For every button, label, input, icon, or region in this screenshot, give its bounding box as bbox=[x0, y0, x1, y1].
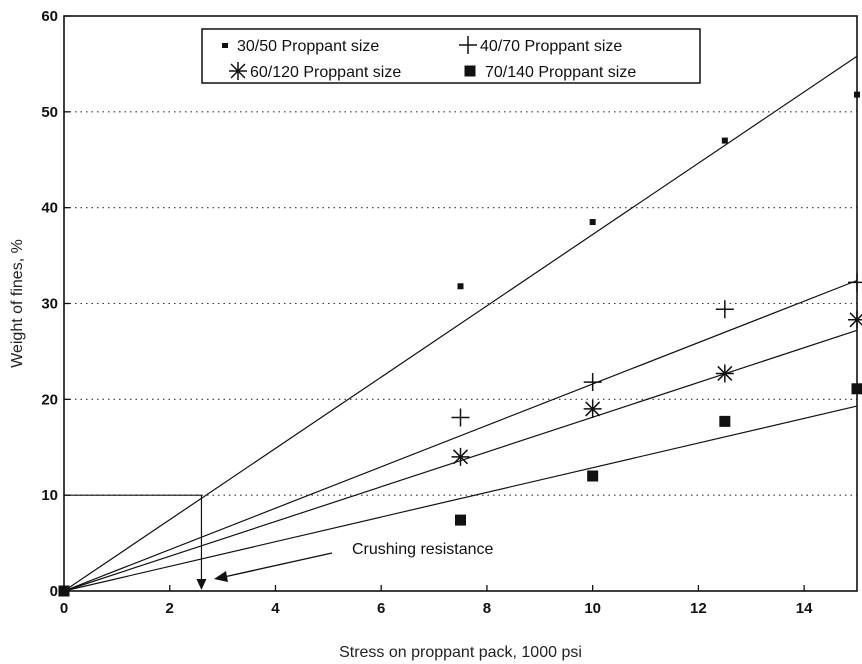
y-axis-label: Weight of fines, % bbox=[9, 239, 26, 368]
x-tick-label-10: 10 bbox=[584, 600, 601, 617]
point-60-120-2 bbox=[583, 399, 602, 418]
point-40-70-1 bbox=[451, 408, 470, 427]
point-30-50-3-shape bbox=[721, 137, 728, 144]
legend-marker-70-140-shape bbox=[464, 65, 476, 77]
legend-label-30-50: 30/50 Proppant size bbox=[237, 38, 379, 55]
point-40-70-4 bbox=[848, 273, 862, 292]
point-60-120-3 bbox=[715, 364, 734, 383]
legend-label-40-70: 40/70 Proppant size bbox=[480, 38, 622, 55]
point-70-140-2-shape bbox=[587, 470, 599, 482]
trend-line-40-70 bbox=[63, 279, 858, 592]
point-40-70-3 bbox=[715, 300, 734, 319]
legend: 30/50 Proppant size 40/70 Proppant size 60… bbox=[201, 28, 701, 84]
crushing-guide bbox=[64, 494, 207, 590]
x-tick-label-8: 8 bbox=[483, 600, 491, 617]
legend-box bbox=[201, 28, 701, 84]
point-60-120-2-d2 bbox=[585, 401, 601, 417]
point-60-120-1 bbox=[451, 447, 470, 466]
point-60-120-3-d2 bbox=[717, 365, 733, 381]
legend-label-70-140: 70/140 Proppant size bbox=[485, 64, 636, 81]
trend-line-30-50 bbox=[63, 55, 858, 592]
x-tick-label-0: 0 bbox=[60, 600, 68, 617]
y-tick-label-60: 60 bbox=[41, 8, 58, 25]
guide-arrowhead bbox=[196, 579, 207, 590]
grid-lines bbox=[64, 111, 857, 496]
point-30-50-2 bbox=[589, 219, 596, 226]
point-60-120-4 bbox=[848, 310, 862, 329]
x-axis-ticks: 0 2 4 6 8 10 12 14 bbox=[60, 585, 813, 617]
point-60-120-1-d2 bbox=[452, 449, 469, 465]
point-30-50-1-shape bbox=[457, 283, 464, 290]
trend-lines bbox=[63, 55, 858, 592]
y-tick-label-50: 50 bbox=[41, 104, 58, 121]
point-30-50-2-shape bbox=[589, 219, 596, 226]
point-70-140-1-shape bbox=[455, 514, 466, 526]
legend-label-60-120: 60/120 Proppant size bbox=[250, 64, 401, 81]
point-70-140-3 bbox=[719, 415, 731, 427]
trend-line-70-140 bbox=[63, 405, 858, 592]
y-tick-label-40: 40 bbox=[41, 200, 58, 217]
x-tick-label-2: 2 bbox=[166, 600, 174, 617]
legend-marker-40-70 bbox=[459, 36, 477, 54]
point-40-70-2 bbox=[583, 373, 602, 392]
x-tick-label-4: 4 bbox=[271, 600, 280, 617]
legend-marker-60-120-d2 bbox=[230, 63, 246, 79]
crushing-resistance-arrowhead bbox=[214, 571, 228, 582]
point-70-140-2 bbox=[587, 470, 599, 482]
point-30-50-3 bbox=[721, 137, 728, 144]
y-tick-label-10: 10 bbox=[41, 487, 58, 504]
y-tick-label-30: 30 bbox=[41, 296, 58, 313]
y-tick-label-20: 20 bbox=[41, 391, 58, 408]
x-tick-label-12: 12 bbox=[690, 600, 707, 617]
y-tick-label-0: 0 bbox=[50, 583, 58, 600]
legend-marker-30-50 bbox=[222, 43, 228, 48]
crushing-resistance-arrow bbox=[223, 552, 333, 578]
point-70-140-3-shape bbox=[719, 415, 731, 427]
x-tick-label-6: 6 bbox=[377, 600, 385, 617]
y-axis-ticks: 0 10 20 30 40 50 60 bbox=[41, 8, 70, 600]
point-30-50-1 bbox=[457, 283, 464, 290]
point-70-140-1 bbox=[455, 514, 466, 526]
legend-marker-60-120 bbox=[229, 62, 247, 80]
x-tick-label-14: 14 bbox=[796, 600, 813, 617]
x-axis-label: Stress on proppant pack, 1000 psi bbox=[339, 644, 582, 661]
crushing-resistance-label: Crushing resistance bbox=[352, 541, 494, 558]
legend-marker-70-140 bbox=[464, 65, 476, 77]
data-points bbox=[58, 91, 862, 597]
